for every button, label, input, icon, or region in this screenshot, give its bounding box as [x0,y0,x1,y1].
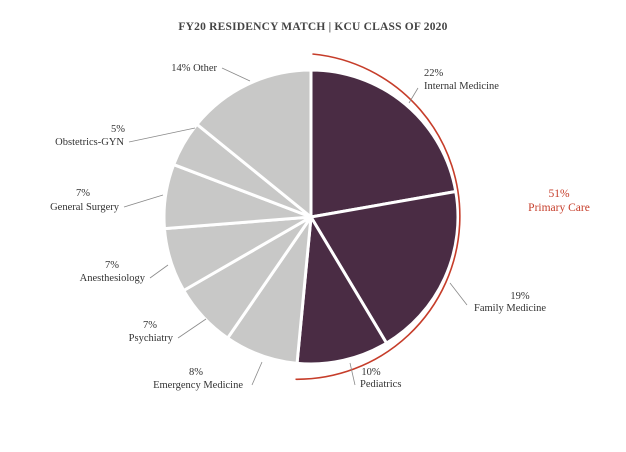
leader-line [177,318,207,339]
slice-percent-label: 7% [143,320,157,331]
slice-category-label: General Surgery [50,202,120,213]
pie-slice-pediatrics [295,215,389,366]
pie-slice-internal-medicine [309,68,458,219]
slice-labels: 22% Internal Medicine 19%Family Medicine 10… [50,63,546,391]
leader-line [149,264,169,279]
primary-care-percent: 51% [548,188,570,200]
slice-percent-label: 7% [76,188,90,199]
slice-percent-label: 19% [510,291,530,302]
slice-percent-label: 7% [105,260,119,271]
slice-category-label: Emergency Medicine [153,380,243,391]
primary-care-arc [295,53,461,381]
slice-category-label: 14% Other [171,63,217,74]
leader-line [408,87,419,104]
slice-category-label: Internal Medicine [424,81,499,92]
pie-slice-family-medicine [309,189,460,345]
pie-slice-other [195,68,313,219]
slice-percent-label: 22% [424,68,444,79]
leader-line [123,194,164,208]
leader-line [251,361,263,386]
slice-category-label: Anesthesiology [80,273,146,284]
primary-care-label: Primary Care [528,202,590,214]
leader-line [449,282,468,306]
leader-line [128,127,196,143]
slice-percent-label: 8% [189,367,203,378]
slice-category-label: Family Medicine [474,303,546,314]
slice-category-label: Psychiatry [129,333,174,344]
slice-percent-label: 10% [361,367,381,378]
chart-title: FY20 RESIDENCY MATCH | KCU CLASS OF 2020 [178,21,447,33]
leader-lines [123,67,468,386]
leader-line [221,67,251,82]
slice-category-label: Obstetrics-GYN [55,137,124,148]
leader-line [349,362,356,386]
slices-group [162,68,460,366]
slice-percent-label: 5% [111,124,125,135]
slice-category-label: Pediatrics [360,379,401,390]
